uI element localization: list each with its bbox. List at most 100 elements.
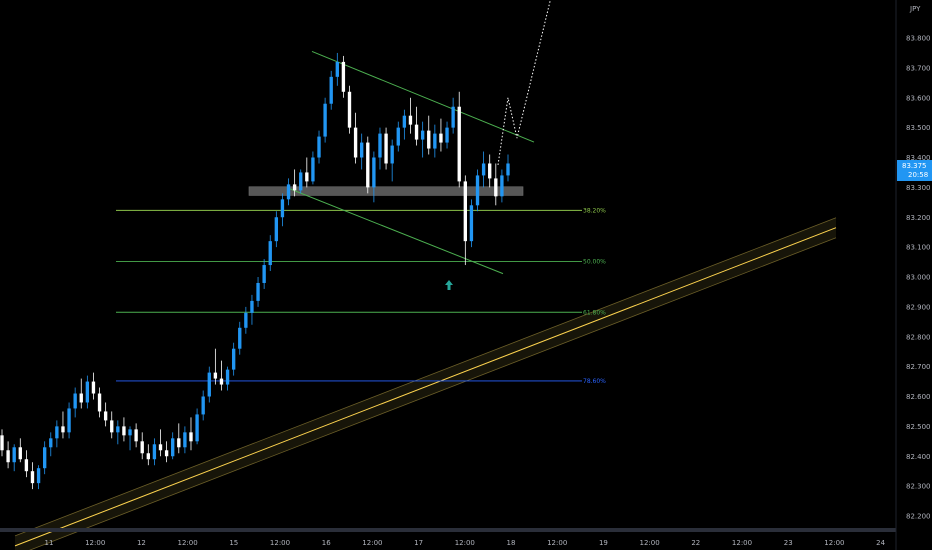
channel-lower-line: [289, 188, 504, 275]
projection-path[interactable]: [497, 0, 552, 166]
candle-body: [79, 393, 83, 403]
fibonacci-retracement[interactable]: 38.20% 50.00% 61.80% 78.60%: [116, 207, 606, 385]
candle-body: [6, 450, 10, 463]
trendline-band: [15, 217, 836, 550]
candle-body: [171, 438, 175, 457]
candle-body: [360, 142, 364, 158]
price-tick-label: 83.100: [906, 244, 931, 252]
time-tick-label: 12:00: [824, 539, 844, 547]
price-tick-label: 83.800: [906, 35, 931, 43]
price-tick-label: 83.400: [906, 154, 931, 162]
countdown-timer: 20:58: [908, 171, 928, 179]
time-tick-label: 12:00: [178, 539, 198, 547]
candle-body: [128, 429, 132, 436]
candle-body: [61, 426, 65, 433]
candle-body: [494, 178, 498, 197]
candle-body: [55, 426, 59, 439]
candle-body: [219, 378, 224, 385]
candle-body: [457, 106, 461, 182]
candle-body: [390, 145, 394, 164]
time-tick-label: 16: [322, 539, 331, 547]
candle-body: [420, 130, 425, 140]
candle-body: [408, 115, 413, 125]
price-tick-label: 83.200: [906, 214, 931, 222]
current-price-value: 83.375: [902, 162, 927, 170]
fib-label: 78.60%: [583, 378, 606, 385]
time-tick-label: 12:00: [362, 539, 382, 547]
time-tick-label: 19: [599, 539, 608, 547]
price-tick-label: 83.300: [906, 184, 931, 192]
candle-body: [317, 136, 321, 158]
time-tick-label: 12: [137, 539, 146, 547]
time-tick-label: 12:00: [270, 539, 290, 547]
projection-dotted-path: [497, 0, 551, 166]
candle-body: [488, 163, 492, 179]
descending-channel[interactable]: [289, 50, 535, 275]
symbol-label: JPY: [909, 5, 921, 13]
candle-body: [445, 127, 449, 143]
candle-body: [262, 265, 266, 283]
candle-body: [36, 468, 41, 484]
candle-body: [323, 103, 327, 137]
time-tick-label: 15: [229, 539, 238, 547]
time-axis-band: [0, 528, 896, 532]
trendline-band-upper: [14, 217, 837, 537]
candle-body: [433, 133, 437, 149]
price-axis[interactable]: 83.800 83.700 83.600 83.500 83.400 83.300 83.2…: [906, 35, 931, 521]
candle-body: [73, 393, 77, 409]
candle-body: [506, 163, 510, 176]
candle-body: [201, 396, 205, 415]
candle-body: [329, 76, 333, 104]
fib-label: 38.20%: [583, 207, 606, 214]
current-price-badge: 83.375 20:58: [897, 160, 932, 181]
candle-body: [158, 444, 163, 451]
fib-label: 50.00%: [583, 258, 606, 265]
fib-label: 61.80%: [583, 309, 606, 316]
price-tick-label: 82.400: [906, 453, 931, 461]
candle-body: [347, 91, 352, 128]
trendline-band-lower: [29, 237, 837, 550]
candle-body: [396, 127, 400, 146]
candle-body: [366, 142, 370, 188]
candle-body: [402, 115, 407, 128]
time-tick-label: 22: [691, 539, 700, 547]
time-tick-label: 11: [45, 539, 54, 547]
candle-body: [195, 414, 199, 442]
candle-body: [274, 217, 279, 242]
candle-body: [256, 282, 260, 301]
candle-body: [67, 408, 71, 433]
support-zone[interactable]: [248, 186, 524, 196]
time-tick-label: 23: [784, 539, 793, 547]
time-axis[interactable]: 11 12:00 12 12:00 15 12:00 16 12:00 17 12:00 18 12:…: [45, 539, 886, 547]
candlestick-series: [0, 52, 510, 490]
candle-body: [268, 241, 272, 266]
candle-body: [140, 441, 144, 454]
candle-body: [207, 372, 211, 397]
candle-body: [146, 453, 150, 460]
candle-body: [286, 184, 291, 200]
time-tick-label: 17: [414, 539, 423, 547]
candle-body: [311, 157, 315, 182]
candle-body: [18, 447, 22, 460]
candle-body: [341, 61, 346, 92]
candle-body: [231, 348, 236, 370]
candle-body: [213, 372, 218, 379]
time-tick-label: 24: [876, 539, 885, 547]
candle-body: [30, 471, 35, 484]
ascending-trendline[interactable]: [14, 217, 837, 550]
time-tick-label: 12:00: [547, 539, 567, 547]
price-tick-label: 83.500: [906, 124, 931, 132]
candle-body: [299, 172, 303, 191]
up-arrow-icon: [445, 280, 453, 290]
candle-body: [12, 447, 16, 463]
price-tick-label: 82.800: [906, 333, 931, 341]
candle-body: [469, 205, 474, 242]
price-tick-label: 83.000: [906, 274, 931, 282]
candle-body: [305, 172, 309, 182]
candle-body: [372, 157, 376, 188]
candle-body: [152, 444, 157, 460]
candle-body: [110, 420, 114, 433]
candle-body: [427, 130, 431, 149]
